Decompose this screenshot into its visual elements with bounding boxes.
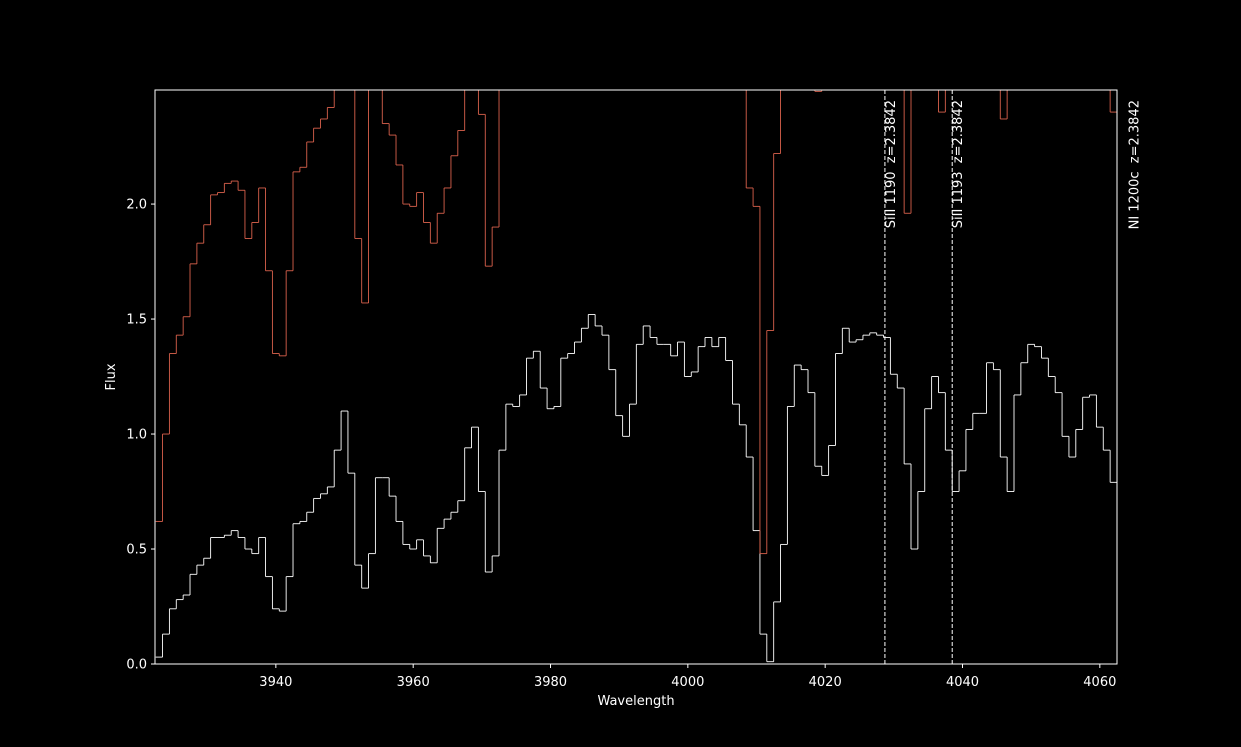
annotation-label: NI 1200c z=2.3842 — [1128, 100, 1143, 229]
x-tick-label: 4000 — [671, 675, 704, 690]
annotation-label: SiII 1190 z=2.3842 — [884, 100, 899, 228]
annotation-label: SiII 1193 z=2.3842 — [951, 100, 966, 228]
y-axis-label: Flux — [104, 363, 119, 390]
y-tick-label: 1.5 — [126, 313, 147, 328]
y-tick-label: 2.0 — [126, 198, 147, 213]
x-tick-label: 3980 — [534, 675, 567, 690]
y-tick-label: 1.0 — [126, 428, 147, 443]
x-tick-label: 3960 — [397, 675, 430, 690]
axes-frame — [154, 89, 1118, 665]
y-tick-label: 0.0 — [126, 658, 147, 673]
x-tick-label: 4020 — [809, 675, 842, 690]
y-tick-label: 0.5 — [126, 543, 147, 558]
x-tick-label: 3940 — [259, 675, 292, 690]
plot-area — [155, 90, 1117, 664]
x-axis-label: Wavelength — [597, 694, 674, 709]
x-tick-label: 4040 — [946, 675, 979, 690]
x-tick-label: 4060 — [1083, 675, 1116, 690]
